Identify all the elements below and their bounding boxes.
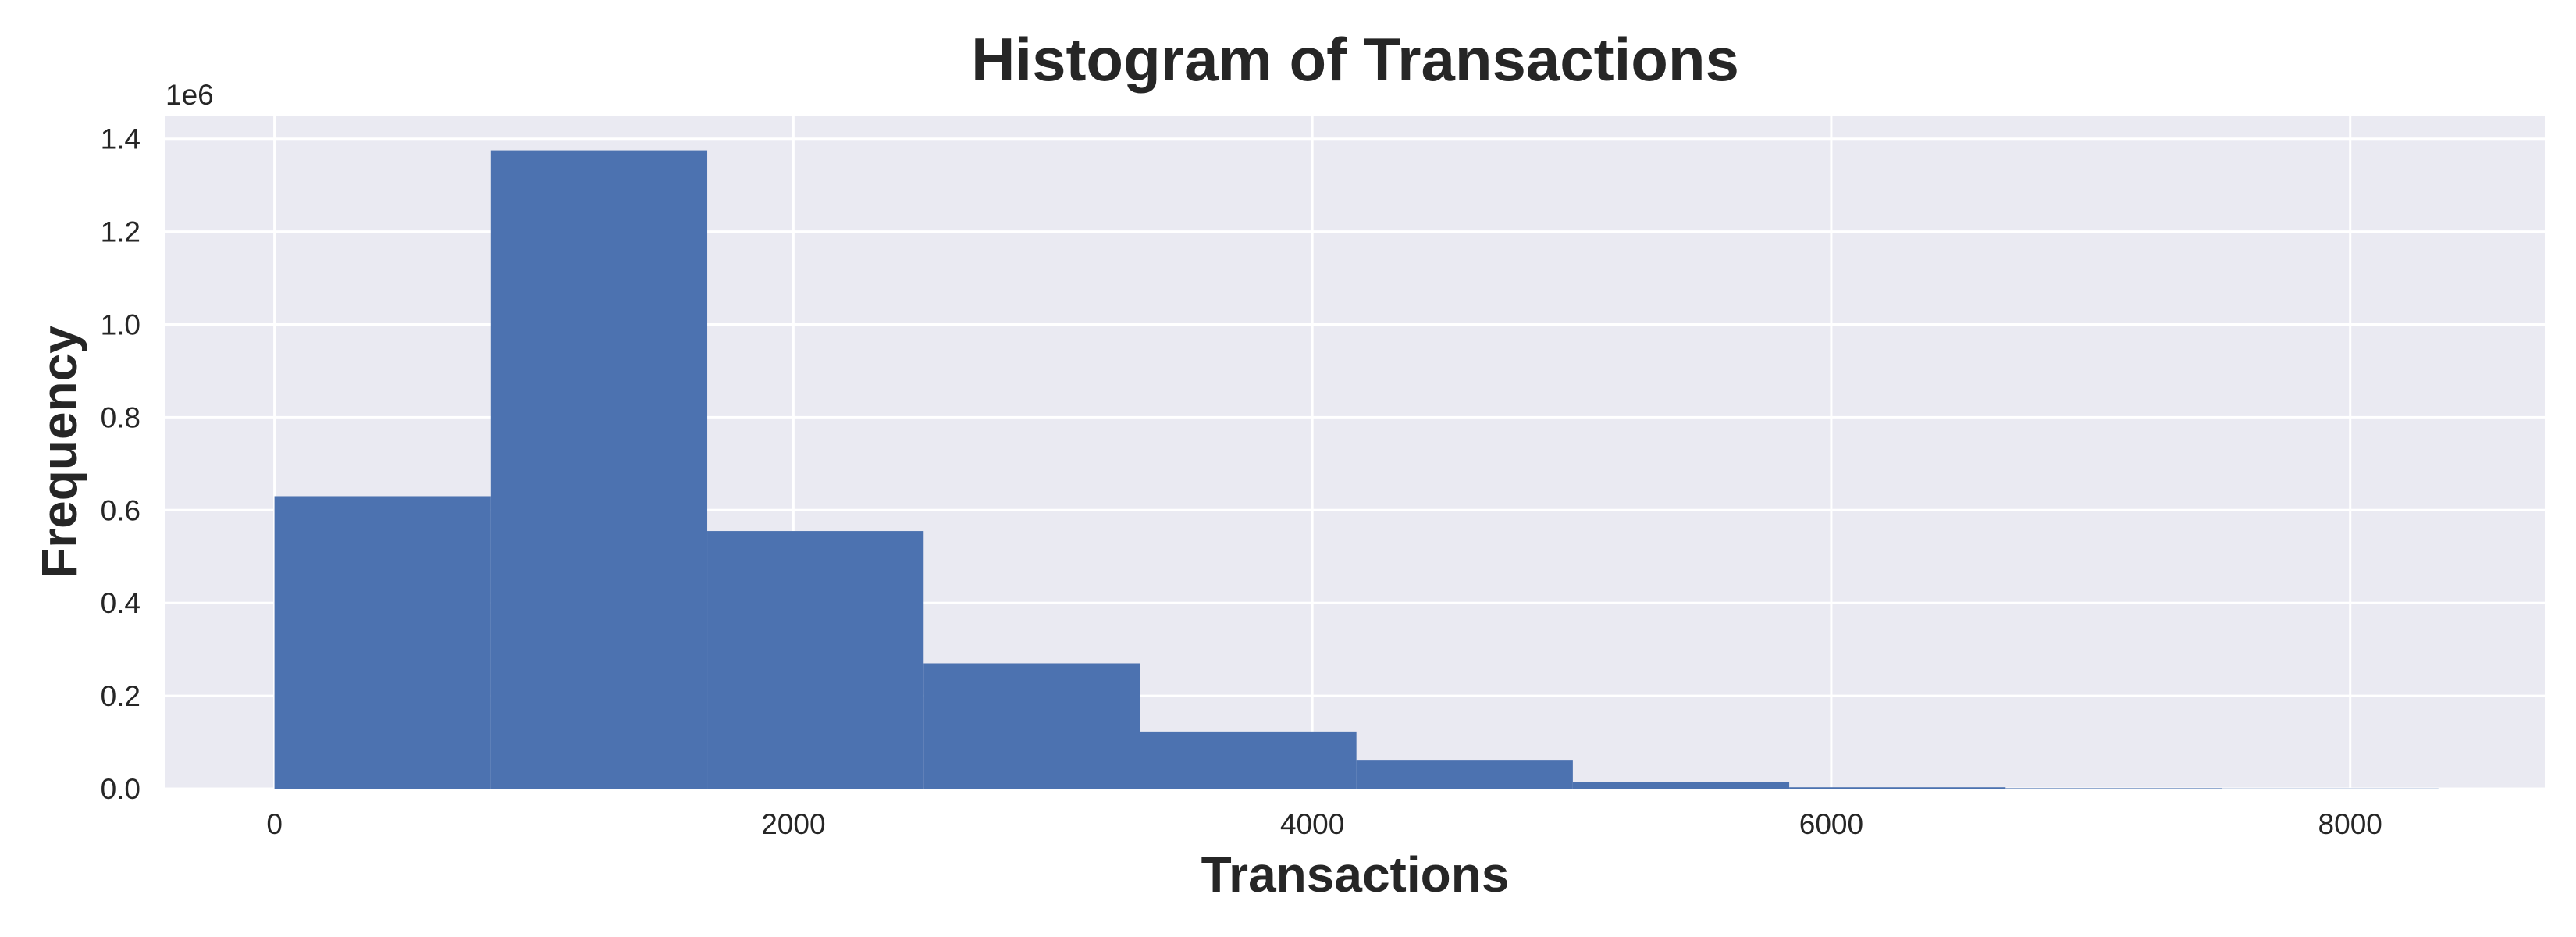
x-tick-label: 6000 (1799, 808, 1863, 840)
y-tick-label: 0.8 (101, 401, 141, 433)
chart-title: Histogram of Transactions (971, 25, 1739, 94)
x-tick-label: 2000 (761, 808, 825, 840)
x-axis-label: Transactions (1201, 846, 1510, 903)
histogram-bar (923, 663, 1140, 789)
y-tick-label: 0.6 (101, 494, 141, 526)
x-tick-labels: 0 2000 4000 6000 8000 (266, 808, 2382, 840)
histogram-bar (490, 150, 708, 789)
histogram-bar (274, 496, 491, 789)
histogram-bar (707, 531, 924, 789)
y-axis-label: Frequency (31, 326, 87, 579)
y-tick-label: 0.2 (101, 680, 141, 712)
y-tick-label: 1.2 (101, 216, 141, 248)
y-tick-label: 0.4 (101, 587, 141, 619)
histogram-bar (1572, 782, 1790, 789)
y-tick-label: 1.0 (101, 309, 141, 341)
histogram-bar (1356, 760, 1573, 789)
histogram-bar (1789, 787, 2006, 789)
histogram-bar (1140, 731, 1357, 789)
x-tick-label: 8000 (2318, 808, 2382, 840)
x-tick-label: 0 (266, 808, 283, 840)
histogram-bars (274, 150, 2439, 789)
y-axis-offset-label: 1e6 (165, 79, 214, 111)
y-tick-labels: 0.0 0.2 0.4 0.6 0.8 1.0 1.2 1.4 (101, 123, 141, 805)
y-tick-label: 1.4 (101, 123, 141, 155)
x-tick-label: 4000 (1280, 808, 1344, 840)
y-tick-label: 0.0 (101, 773, 141, 805)
histogram-bar (2005, 788, 2222, 789)
